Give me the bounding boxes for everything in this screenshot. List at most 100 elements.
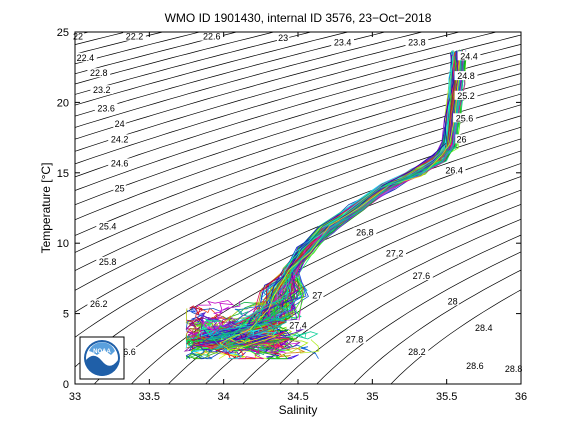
y-tick-label: 10 bbox=[57, 238, 69, 250]
isopycnal-label-bg bbox=[331, 37, 354, 47]
isopycnal-line bbox=[75, 32, 202, 65]
x-tick-label: 35.5 bbox=[436, 391, 457, 403]
isopycnal-line bbox=[75, 126, 521, 313]
y-tick-label: 20 bbox=[57, 97, 69, 109]
axis-ticks: 33 33.5 34 34.5 35 35.5 36 0 5 10 15 20 25 bbox=[57, 27, 527, 403]
isopycnal-label-bg bbox=[311, 290, 324, 300]
isopycnal-label-bg bbox=[343, 334, 366, 344]
isopycnal-label-bg bbox=[455, 134, 468, 144]
isopycnal-line bbox=[75, 32, 127, 45]
isopycnal-label: 28 bbox=[448, 296, 458, 306]
isopycnal-label: 23.4 bbox=[334, 37, 352, 47]
x-tick-label: 34.5 bbox=[287, 391, 308, 403]
isopycnal-label-bg bbox=[276, 33, 290, 42]
isopycnal-line bbox=[75, 32, 424, 128]
isopycnal-label: 24 bbox=[115, 119, 125, 129]
isopycnal-label: 27 bbox=[312, 291, 322, 301]
isopycnal-label: 24.4 bbox=[460, 51, 478, 61]
isopycnal-label: 23 bbox=[278, 33, 288, 43]
isopycnal-label-bg bbox=[446, 296, 459, 306]
isopycnal-label-bg bbox=[405, 347, 429, 356]
isopycnal-line bbox=[75, 73, 521, 221]
isopycnal-label-bg bbox=[108, 158, 131, 168]
isopycnal-label: 22 bbox=[73, 32, 83, 42]
isopycnal-line bbox=[75, 32, 165, 55]
y-tick-label: 25 bbox=[57, 27, 69, 39]
isopycnal-label-bg bbox=[74, 52, 97, 62]
isopycnal-label: 26.4 bbox=[445, 165, 463, 175]
isopycnal-label: 23.8 bbox=[408, 37, 426, 47]
isopycnal-label: 27.2 bbox=[386, 249, 404, 259]
profile-series-line bbox=[199, 55, 454, 347]
isopycnal-label: 28.8 bbox=[505, 364, 523, 374]
isopycnal-label-bg bbox=[454, 90, 478, 100]
isopycnal-label: 24.2 bbox=[111, 134, 129, 144]
isopycnal-line bbox=[75, 32, 498, 152]
y-tick-label: 15 bbox=[57, 168, 69, 180]
profile-lines bbox=[183, 49, 468, 360]
isopycnal-line bbox=[75, 32, 387, 117]
isopycnal-label-bg bbox=[113, 183, 126, 193]
isopycnal-label: 24.6 bbox=[111, 158, 129, 168]
isopycnal-label-bg bbox=[123, 31, 146, 41]
isopycnal-line bbox=[316, 251, 521, 384]
profile-series-line bbox=[219, 53, 461, 352]
isopycnal-label-bg bbox=[87, 68, 111, 78]
isopycnal-label-bg bbox=[115, 347, 139, 356]
y-tick-label: 0 bbox=[63, 379, 69, 391]
isopycnal-line bbox=[353, 269, 521, 384]
isopycnal-line bbox=[75, 32, 239, 75]
isopycnal-label: 25.6 bbox=[456, 113, 474, 123]
isopycnal-line bbox=[75, 34, 521, 165]
isopycnal-label-bg bbox=[87, 299, 111, 309]
isopycnal-label-bg bbox=[96, 256, 120, 266]
x-axis-label: Salinity bbox=[279, 403, 318, 417]
isopycnal-label: 27.4 bbox=[289, 320, 307, 330]
isopycnal-label-bg bbox=[457, 51, 481, 61]
isopycnal-label: 25.4 bbox=[99, 222, 117, 232]
isopycnal-label-bg bbox=[442, 165, 466, 175]
isopycnal-label-bg bbox=[463, 361, 487, 371]
isopycnal-label-bg bbox=[353, 227, 377, 237]
isopycnal-label: 25.2 bbox=[457, 91, 475, 101]
isopycnal-line bbox=[75, 93, 521, 253]
isopycnal-label-bg bbox=[502, 363, 525, 373]
isopycnal-label: 28.4 bbox=[475, 323, 493, 333]
isopycnal-label-bg bbox=[96, 221, 120, 231]
isopycnal-label: 26.2 bbox=[90, 299, 108, 309]
isopycnal-label: 25 bbox=[115, 184, 125, 194]
isopycnal-line bbox=[130, 176, 521, 384]
isopycnal-line bbox=[75, 32, 350, 106]
noaa-logo: NOAA bbox=[79, 336, 125, 380]
isopycnal-label: 26.6 bbox=[118, 347, 136, 357]
isopycnal-label-bg bbox=[200, 31, 224, 41]
profile-series-line bbox=[218, 54, 454, 349]
isopycnal-label-bg bbox=[453, 113, 476, 123]
isopycnal-label: 22.8 bbox=[90, 68, 108, 78]
svg-text:NOAA: NOAA bbox=[93, 349, 111, 355]
x-tick-label: 34 bbox=[218, 391, 230, 403]
isopycnal-line bbox=[390, 289, 521, 384]
isopycnal-label: 25.8 bbox=[99, 257, 117, 267]
isopycnal-label-bg bbox=[90, 85, 114, 95]
isopycnal-label-bg bbox=[71, 31, 85, 41]
isopycnal-label: 23.6 bbox=[97, 103, 115, 113]
profile-series-line bbox=[227, 55, 466, 360]
profile-series-line bbox=[202, 51, 459, 346]
isopycnal-label-bg bbox=[108, 134, 131, 144]
isopycnal-line bbox=[75, 138, 521, 338]
isopycnal-label-bg bbox=[410, 271, 433, 280]
isopycnal-line bbox=[75, 150, 521, 368]
isopycnal-label: 27.8 bbox=[346, 334, 364, 344]
chart-title: WMO ID 1901430, internal ID 3576, 23−Oct… bbox=[165, 11, 432, 25]
x-tick-label: 35 bbox=[366, 391, 378, 403]
profile-series-line bbox=[186, 55, 461, 348]
y-axis-label: Temperature [°C] bbox=[39, 163, 53, 254]
isopycnal-line bbox=[75, 32, 461, 140]
isopycnal-label: 22.4 bbox=[77, 53, 95, 63]
x-tick-label: 33 bbox=[69, 391, 81, 403]
isopycnal-label-bg bbox=[472, 323, 496, 333]
isopycnal-label: 28.6 bbox=[466, 361, 484, 371]
isopycnal-line bbox=[279, 234, 521, 384]
